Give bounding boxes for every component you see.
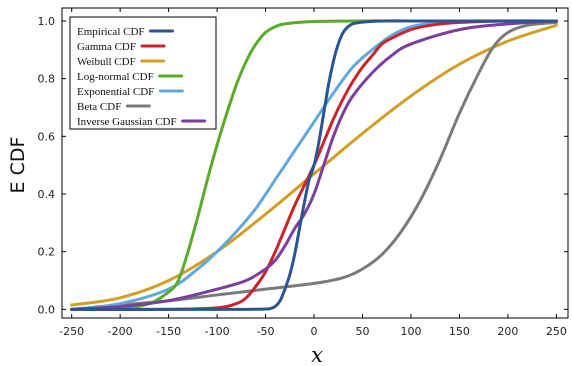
x-tick-label: -250: [59, 325, 84, 338]
x-tick-label: 150: [449, 325, 470, 338]
legend-entries: Empirical CDF Gamma CDF Weibull CDF Log-nor…: [77, 26, 207, 128]
y-tick-label: 0.0: [38, 303, 56, 316]
legend-label-inverse-gaussian-cdf: Inverse Gaussian CDF: [77, 116, 177, 128]
x-axis-title: x: [311, 343, 323, 366]
legend-label-empirical-cdf: Empirical CDF: [77, 26, 145, 38]
legend-label-log-normal-cdf: Log-normal CDF: [77, 71, 154, 83]
x-tick-label: 100: [400, 325, 421, 338]
legend-label-exponential-cdf: Exponential CDF: [77, 86, 154, 98]
legend-label-weibull-cdf: Weibull CDF: [77, 56, 136, 68]
series-line-log-normal-cdf: [70, 19, 558, 311]
y-tick-label: 0.2: [38, 246, 56, 259]
series-line-inverse-gaussian-cdf: [70, 19, 558, 311]
legend: Empirical CDF Gamma CDF Weibull CDF Log-nor…: [69, 16, 217, 130]
x-tick-label: -50: [257, 325, 275, 338]
x-tick-label: 200: [497, 325, 518, 338]
legend-label-beta-cdf: Beta CDF: [77, 101, 121, 113]
series-layer: [70, 19, 558, 311]
y-tick-label: 0.8: [38, 73, 56, 86]
series-line-beta-cdf: [70, 20, 558, 311]
legend-label-gamma-cdf: Gamma CDF: [77, 41, 136, 53]
y-axis-title: E CDF: [7, 137, 29, 194]
series-line-weibull-cdf: [70, 23, 558, 307]
y-tick-label: 1.0: [38, 15, 56, 28]
x-tick-label: 0: [311, 325, 318, 338]
y-tick-label: 0.4: [38, 188, 56, 201]
y-tick-label: 0.6: [38, 130, 56, 143]
x-tick-label: 50: [355, 325, 369, 338]
legend-box: [69, 16, 217, 130]
series-line-gamma-cdf: [70, 19, 558, 311]
axis-ticks: -250 -200 -150 -100 -50 0 50 100 150 200 250 0.0 0.2…: [38, 8, 568, 338]
series-line-empirical-cdf: [70, 19, 558, 311]
x-tick-label: 250: [546, 325, 567, 338]
x-tick-label: -200: [108, 325, 133, 338]
series-line-exponential-cdf: [70, 19, 558, 311]
x-tick-label: -100: [205, 325, 230, 338]
x-tick-label: -150: [156, 325, 181, 338]
